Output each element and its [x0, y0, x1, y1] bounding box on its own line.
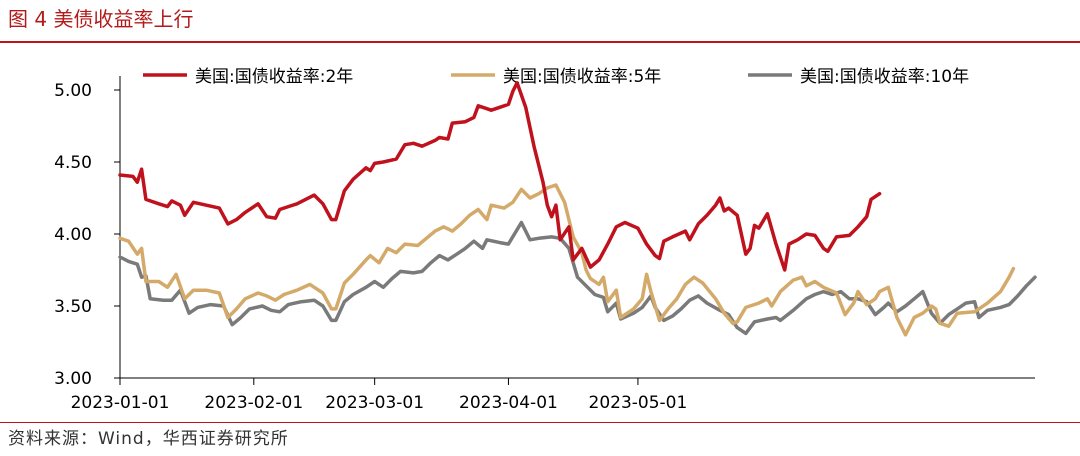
series-line-1 [118, 183, 1016, 337]
legend-label-2: 美国:国债收益率:10年 [800, 67, 969, 87]
legend-label-0: 美国:国债收益率:2年 [195, 67, 353, 87]
source-note: 资料来源：Wind，华西证券研究所 [8, 429, 289, 449]
figure-title: 图 4 美债收益率上行 [8, 7, 194, 31]
y-axis: 3.00 3.50 4.00 4.50 5.00 [54, 76, 121, 389]
x-tick-label: 2023-02-01 [204, 393, 303, 413]
legend-label-1: 美国:国债收益率:5年 [503, 67, 661, 87]
x-tick-label: 2023-01-01 [71, 393, 170, 413]
y-tick-label: 4.00 [54, 225, 92, 245]
series-line-0 [118, 81, 882, 272]
series-line-2 [118, 220, 1037, 336]
y-tick-label: 5.00 [54, 81, 92, 101]
y-tick-label: 4.50 [54, 153, 92, 173]
x-tick-label: 2023-05-01 [589, 393, 688, 413]
chart-legend: 美国:国债收益率:2年 美国:国债收益率:5年 美国:国债收益率:10年 [143, 67, 969, 87]
x-tick-label: 2023-04-01 [459, 393, 558, 413]
x-tick-label: 2023-03-01 [325, 393, 424, 413]
series-lines [118, 81, 1037, 337]
y-tick-label: 3.00 [54, 369, 92, 389]
yield-line-chart: 美国:国债收益率:2年 美国:国债收益率:5年 美国:国债收益率:10年 3.003… [54, 67, 1037, 413]
chart-area: 美国:国债收益率:2年 美国:国债收益率:5年 美国:国债收益率:10年 3.00 3… [0, 44, 1080, 422]
footer-divider [0, 422, 1080, 423]
x-axis: 2023-01-01 2023-02-01 2023-03-01 2023-04-01… [71, 377, 1035, 413]
title-divider [0, 41, 1080, 43]
y-tick-label: 3.50 [54, 297, 92, 317]
